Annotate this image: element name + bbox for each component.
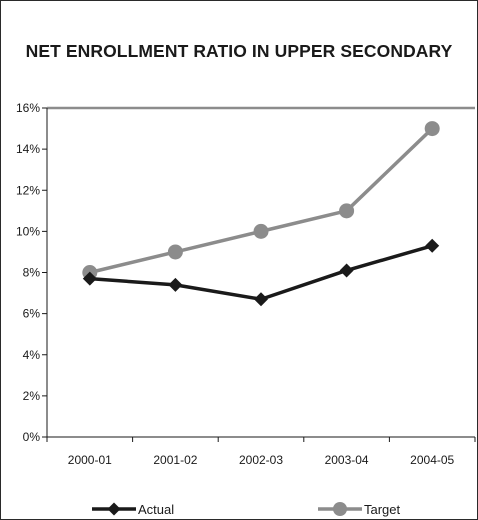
data-point-actual	[425, 238, 440, 253]
x-tick-label: 2002-03	[239, 453, 283, 467]
y-tick-label: 6%	[23, 307, 41, 321]
y-tick-label: 14%	[16, 142, 40, 156]
legend: Actual Target	[92, 502, 401, 517]
y-tick-label: 2%	[23, 389, 41, 403]
series-group	[82, 121, 440, 307]
x-tick-label: 2001-02	[153, 453, 197, 467]
legend-item-actual: Actual	[92, 502, 174, 517]
chart-title: NET ENROLLMENT RATIO IN UPPER SECONDARY	[25, 41, 453, 61]
legend-label-target: Target	[364, 502, 401, 517]
x-tick-label: 2003-04	[325, 453, 369, 467]
data-point-target	[339, 203, 355, 219]
y-tick-label: 0%	[23, 430, 41, 444]
series-line-actual	[89, 244, 433, 301]
data-point-target	[167, 244, 183, 260]
y-tick-label: 8%	[23, 266, 41, 280]
x-axis-ticks: 2000-01 2001-02 2002-03 2003-04 2004-05	[46, 437, 476, 467]
data-point-target	[424, 121, 440, 137]
y-tick-label: 12%	[16, 183, 40, 197]
legend-label-actual: Actual	[138, 502, 174, 517]
y-tick-label: 10%	[16, 224, 40, 238]
axes	[46, 106, 475, 438]
legend-item-target: Target	[318, 502, 401, 517]
data-point-actual	[254, 292, 268, 307]
data-point-actual	[339, 263, 354, 278]
y-tick-label: 16%	[16, 101, 40, 115]
legend-marker-actual	[107, 502, 121, 516]
legend-marker-target	[333, 502, 347, 516]
series-target	[82, 121, 440, 280]
y-tick-label: 4%	[23, 348, 41, 362]
y-axis-ticks: 0% 2% 4% 6% 8% 10% 12% 14% 16%	[16, 101, 47, 444]
x-tick-label: 2000-01	[68, 453, 112, 467]
x-tick-label: 2004-05	[410, 453, 454, 467]
data-point-actual	[168, 277, 183, 292]
series-line-target	[89, 127, 434, 275]
data-point-actual	[82, 271, 97, 286]
series-actual	[82, 238, 440, 307]
data-point-target	[253, 223, 269, 239]
